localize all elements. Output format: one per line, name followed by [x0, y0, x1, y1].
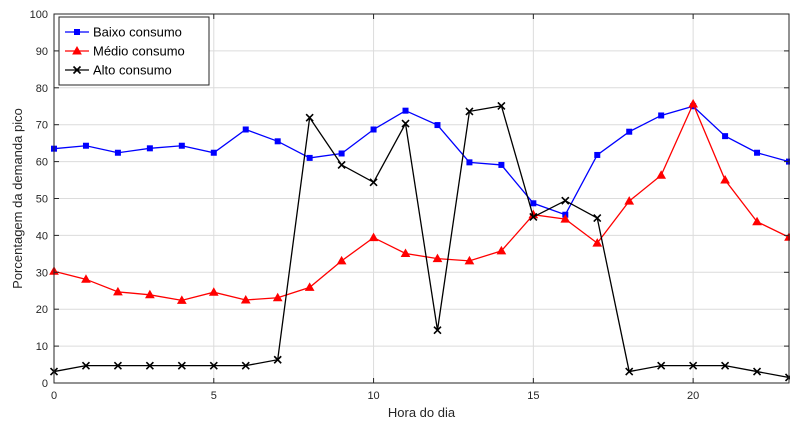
data-point	[657, 171, 665, 178]
series-line	[54, 104, 789, 300]
data-point	[627, 129, 632, 134]
y-tick-label: 40	[36, 230, 48, 242]
y-tick-label: 80	[36, 83, 48, 95]
data-point	[721, 176, 729, 183]
x-tick-label: 15	[527, 390, 539, 402]
y-tick-label: 70	[36, 120, 48, 132]
y-tick-label: 60	[36, 157, 48, 169]
data-point	[755, 150, 760, 155]
data-point	[147, 146, 152, 151]
data-point	[402, 249, 410, 256]
data-point	[75, 30, 80, 35]
data-point	[179, 143, 184, 148]
data-point	[275, 139, 280, 144]
y-axis-label: Porcentagem da demanda pico	[10, 108, 25, 289]
x-tick-label: 0	[51, 390, 57, 402]
x-axis-label: Hora do dia	[388, 405, 456, 420]
data-point	[435, 123, 440, 128]
series-1	[52, 104, 790, 217]
data-point	[723, 134, 728, 139]
x-tick-label: 20	[687, 390, 699, 402]
x-tick-label: 10	[367, 390, 379, 402]
series-layer	[50, 100, 790, 381]
data-point	[499, 162, 504, 167]
y-tick-label: 90	[36, 46, 48, 58]
x-tick-label: 5	[211, 390, 217, 402]
data-point	[338, 257, 346, 264]
data-point	[595, 152, 600, 157]
legend: Baixo consumo Médio consumo Alto consumo	[59, 17, 209, 85]
data-point	[370, 234, 378, 241]
y-tick-label: 10	[36, 341, 48, 353]
legend-label: Baixo consumo	[93, 25, 182, 40]
y-tick-label: 50	[36, 194, 48, 206]
series-3	[51, 102, 790, 381]
data-point	[307, 155, 312, 160]
data-point	[338, 161, 345, 168]
data-point	[339, 151, 344, 156]
data-point	[210, 288, 218, 295]
data-point	[211, 150, 216, 155]
y-tick-label: 100	[30, 9, 48, 21]
data-point	[403, 108, 408, 113]
y-tick-label: 20	[36, 304, 48, 316]
data-point	[467, 160, 472, 165]
data-point	[531, 201, 536, 206]
y-tick-label: 0	[42, 378, 48, 390]
data-point	[371, 127, 376, 132]
data-point	[83, 143, 88, 148]
series-2	[50, 100, 790, 303]
y-tick-label: 30	[36, 267, 48, 279]
data-point	[243, 127, 248, 132]
data-point	[659, 113, 664, 118]
data-point	[115, 150, 120, 155]
legend-label: Alto consumo	[93, 63, 172, 78]
legend-label: Médio consumo	[93, 44, 185, 59]
